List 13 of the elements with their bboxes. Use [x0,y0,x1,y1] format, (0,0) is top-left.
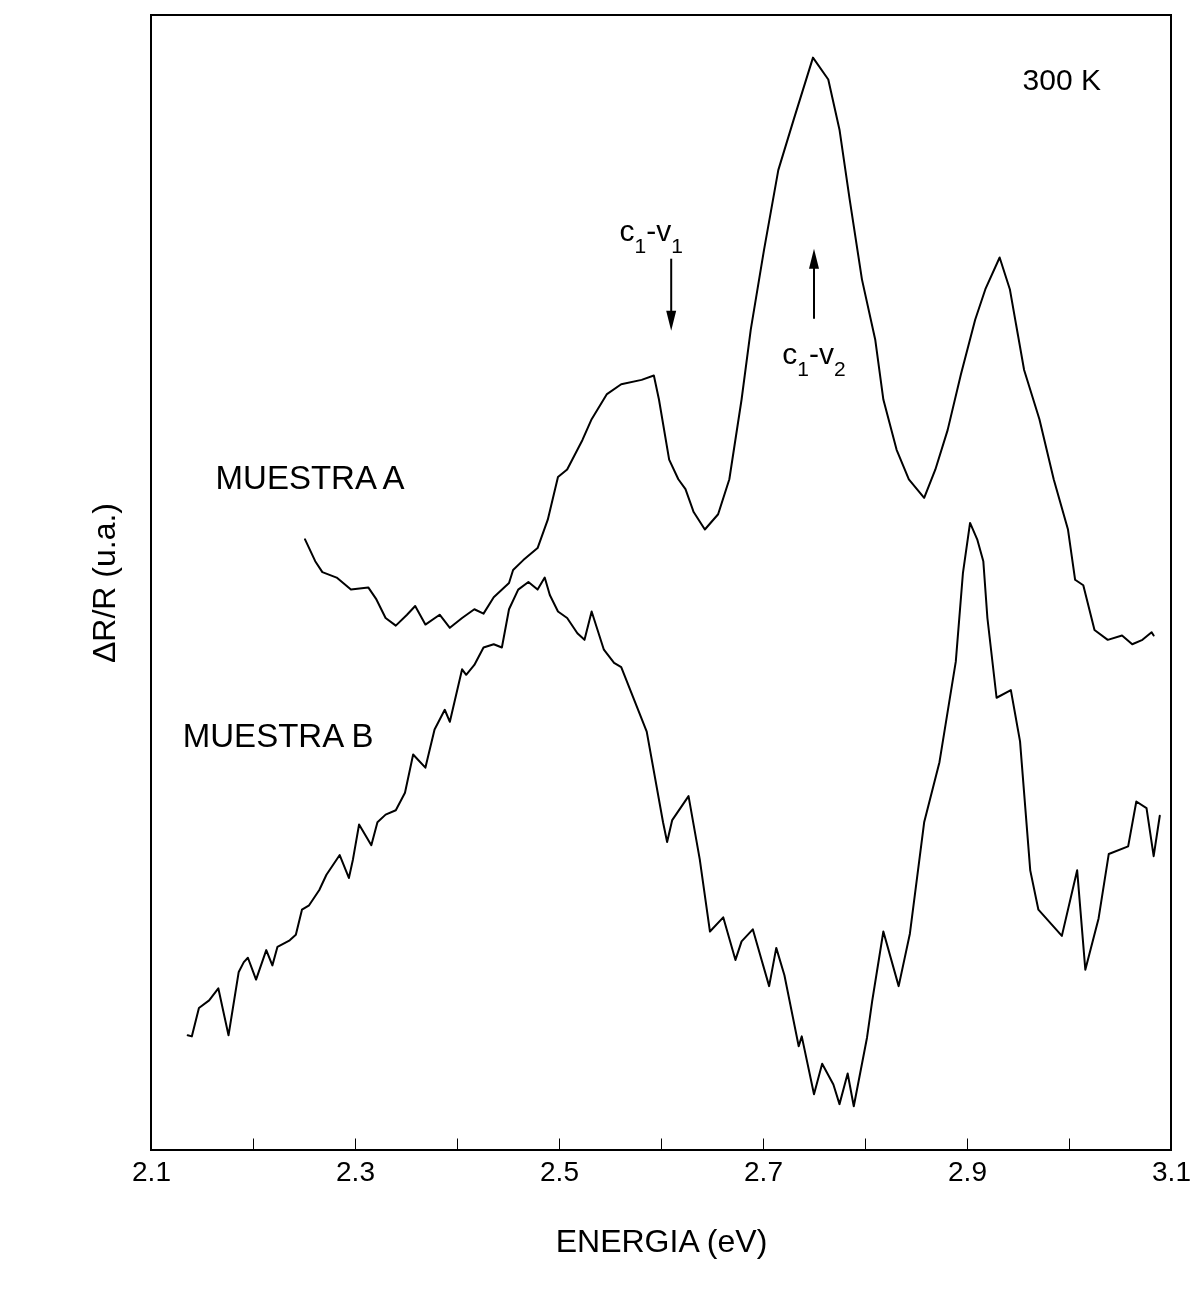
annotation: c$_{1}$-v$_{2}$ [782,336,846,380]
series-label: MUESTRA B [182,716,374,754]
x-tick-label: 2.9 [948,1155,987,1187]
x-tick-label: 2.3 [336,1155,375,1187]
x-tick-label: 2.7 [744,1155,783,1187]
annotation: 300 K [1022,63,1101,96]
y-axis-title: ΔR/R (u.a.) [85,502,122,664]
annotation: c$_{1}$-v$_{1}$ [619,213,683,257]
x-tick-label: 3.1 [1152,1155,1191,1187]
x-axis-title: ENERGIA (eV) [555,1222,768,1259]
x-tick-label: 2.5 [540,1155,579,1187]
x-tick-label: 2.1 [132,1155,171,1187]
series-label: MUESTRA A [215,459,405,497]
